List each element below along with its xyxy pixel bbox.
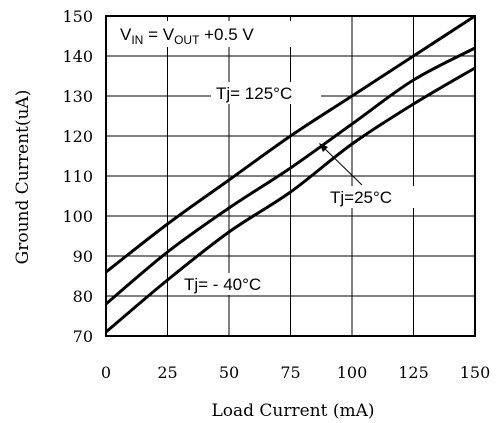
y-tick-label: 70 xyxy=(73,327,93,346)
series-line-25c xyxy=(105,46,476,306)
leader-arrowhead-icon xyxy=(319,143,328,152)
grid xyxy=(106,16,475,336)
condition-annotation: VIN = VOUT +0.5 V xyxy=(114,21,338,47)
series-line-125c xyxy=(105,14,476,274)
series-line-minus40c xyxy=(105,66,476,334)
y-tick-label: 110 xyxy=(62,167,93,186)
svg-text:VIN = VOUT +0.5 V: VIN = VOUT +0.5 V xyxy=(120,25,254,47)
plot-frame xyxy=(105,15,476,337)
y-tick-label: 120 xyxy=(62,127,93,146)
condition-vin: V xyxy=(120,25,132,44)
condition-tail: +0.5 V xyxy=(199,25,254,44)
x-tick-label: 50 xyxy=(219,363,239,382)
x-axis-title: Load Current (mA) xyxy=(211,401,374,421)
y-tick-label: 100 xyxy=(62,207,93,226)
condition-eq: = V xyxy=(143,25,174,44)
series-lines xyxy=(105,14,476,334)
x-tick-label: 100 xyxy=(337,363,368,382)
series-label-25c-leader xyxy=(321,145,363,186)
y-tick-label: 130 xyxy=(62,87,93,106)
series-label-125c: Tj= 125°C xyxy=(216,84,292,103)
x-tick-label: 75 xyxy=(280,363,300,382)
series-label-25c-group: Tj=25°C xyxy=(319,143,414,208)
x-tick-label: 125 xyxy=(398,363,429,382)
x-tick-label: 0 xyxy=(101,363,111,382)
y-tick-label: 140 xyxy=(62,47,93,66)
x-tick-label: 25 xyxy=(157,363,177,382)
y-tick-labels: 70 80 90 100 110 120 130 140 150 xyxy=(62,7,93,346)
series-label-minus40c-group: Tj= - 40°C xyxy=(181,273,285,295)
y-tick-label: 90 xyxy=(73,247,93,266)
x-tick-label: 150 xyxy=(460,363,491,382)
condition-vin-sub: IN xyxy=(131,33,143,47)
series-label-25c: Tj=25°C xyxy=(330,188,392,207)
y-tick-label: 150 xyxy=(62,7,93,26)
y-tick-label: 80 xyxy=(73,287,93,306)
x-tick-labels: 0 25 50 75 100 125 150 xyxy=(101,363,490,382)
series-label-125c-group: Tj= 125°C xyxy=(211,82,321,104)
condition-vout-sub: OUT xyxy=(174,33,200,47)
y-axis-title: Ground Current(uA) xyxy=(13,90,33,265)
series-label-minus40c: Tj= - 40°C xyxy=(184,275,261,294)
